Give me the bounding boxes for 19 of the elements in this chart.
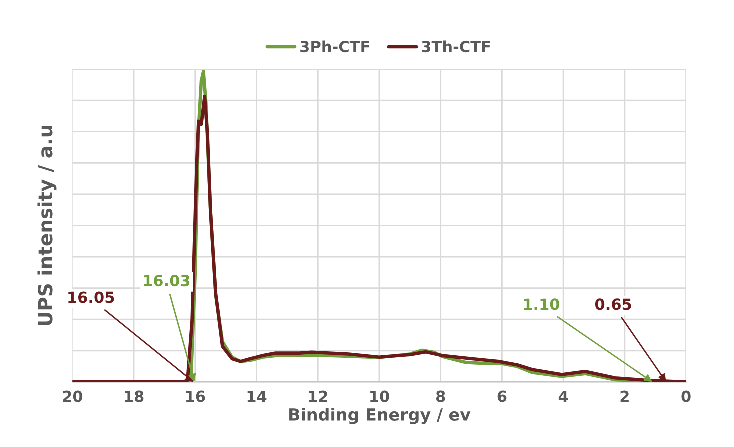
y-axis-title: UPS intensity / a.u [38, 126, 57, 326]
annotation: 16.03 [144, 275, 190, 287]
x-axis-title: Binding Energy / ev [290, 408, 471, 424]
x-tick-label: 6 [498, 390, 507, 402]
x-tick-label: 4 [558, 390, 568, 402]
x-tick-label: 16 [186, 390, 206, 402]
x-tick-label: 18 [125, 390, 144, 402]
annotation: 0.65 [595, 298, 632, 310]
legend-label: 3Ph-CTF [300, 40, 370, 53]
x-tick-label: 2 [620, 390, 629, 402]
legend-label: 3Th-CTF [422, 40, 490, 53]
x-tick-label: 12 [309, 390, 328, 402]
x-tick-label: 20 [63, 390, 83, 402]
x-tick-label: 0 [682, 390, 691, 402]
x-tick-label: 14 [248, 390, 267, 402]
annotation: 16.05 [68, 292, 114, 304]
x-tick-label: 10 [370, 390, 390, 402]
x-tick-label: 8 [436, 390, 446, 402]
annotation: 1.10 [524, 298, 560, 310]
